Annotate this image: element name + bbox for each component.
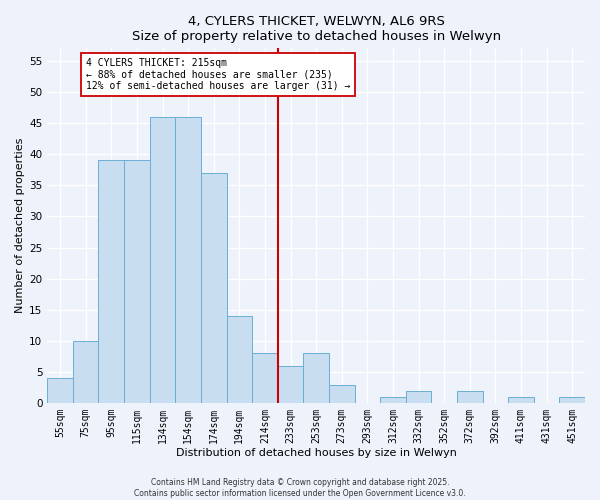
Bar [124,160,150,403]
Text: 4 CYLERS THICKET: 215sqm
← 88% of detached houses are smaller (235)
12% of semi-: 4 CYLERS THICKET: 215sqm ← 88% of detach… [86,58,350,91]
Bar [508,397,534,403]
Text: Contains HM Land Registry data © Crown copyright and database right 2025.
Contai: Contains HM Land Registry data © Crown c… [134,478,466,498]
Bar [47,378,73,403]
Bar [201,173,227,403]
Bar [559,397,585,403]
Bar [252,354,278,403]
Bar [150,117,175,403]
Bar [227,316,252,403]
Y-axis label: Number of detached properties: Number of detached properties [15,138,25,314]
Bar [329,384,355,403]
Title: 4, CYLERS THICKET, WELWYN, AL6 9RS
Size of property relative to detached houses : 4, CYLERS THICKET, WELWYN, AL6 9RS Size … [131,15,501,43]
Bar [98,160,124,403]
Bar [380,397,406,403]
Bar [175,117,201,403]
Bar [73,341,98,403]
Bar [457,391,482,403]
Bar [304,354,329,403]
X-axis label: Distribution of detached houses by size in Welwyn: Distribution of detached houses by size … [176,448,457,458]
Bar [278,366,304,403]
Bar [406,391,431,403]
